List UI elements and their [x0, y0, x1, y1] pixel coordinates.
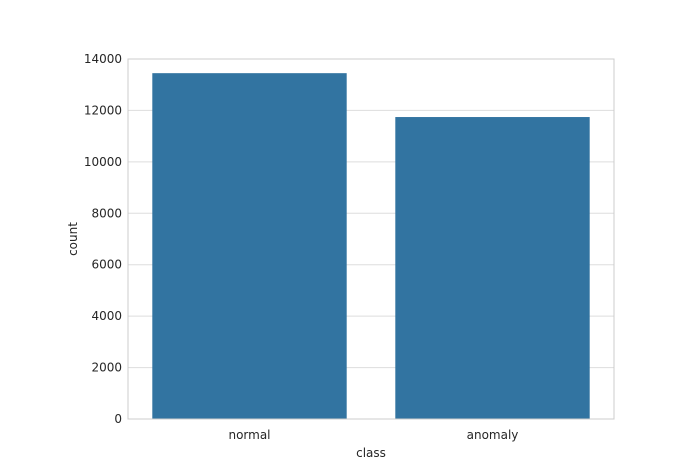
- x-tick-label-anomaly: anomaly: [467, 428, 519, 442]
- y-tick-label: 0: [114, 412, 122, 426]
- bar-normal: [152, 73, 347, 419]
- y-tick-label: 8000: [91, 206, 122, 220]
- x-axis-label: class: [356, 446, 386, 460]
- x-tick-label-normal: normal: [228, 428, 270, 442]
- y-tick-label: 6000: [91, 258, 122, 272]
- y-axis-label: count: [66, 222, 80, 256]
- y-tick-label: 4000: [91, 309, 122, 323]
- y-tick-label: 10000: [84, 155, 122, 169]
- y-tick-labels: 0 2000 4000 6000 8000 10000 12000 14000: [84, 52, 122, 426]
- bars: [152, 73, 590, 419]
- y-tick-label: 12000: [84, 103, 122, 117]
- y-tick-label: 14000: [84, 52, 122, 66]
- bar-anomaly: [395, 117, 590, 419]
- plot-frame: [127, 58, 615, 420]
- y-tick-label: 2000: [91, 361, 122, 375]
- x-tick-labels: normal anomaly: [228, 428, 518, 442]
